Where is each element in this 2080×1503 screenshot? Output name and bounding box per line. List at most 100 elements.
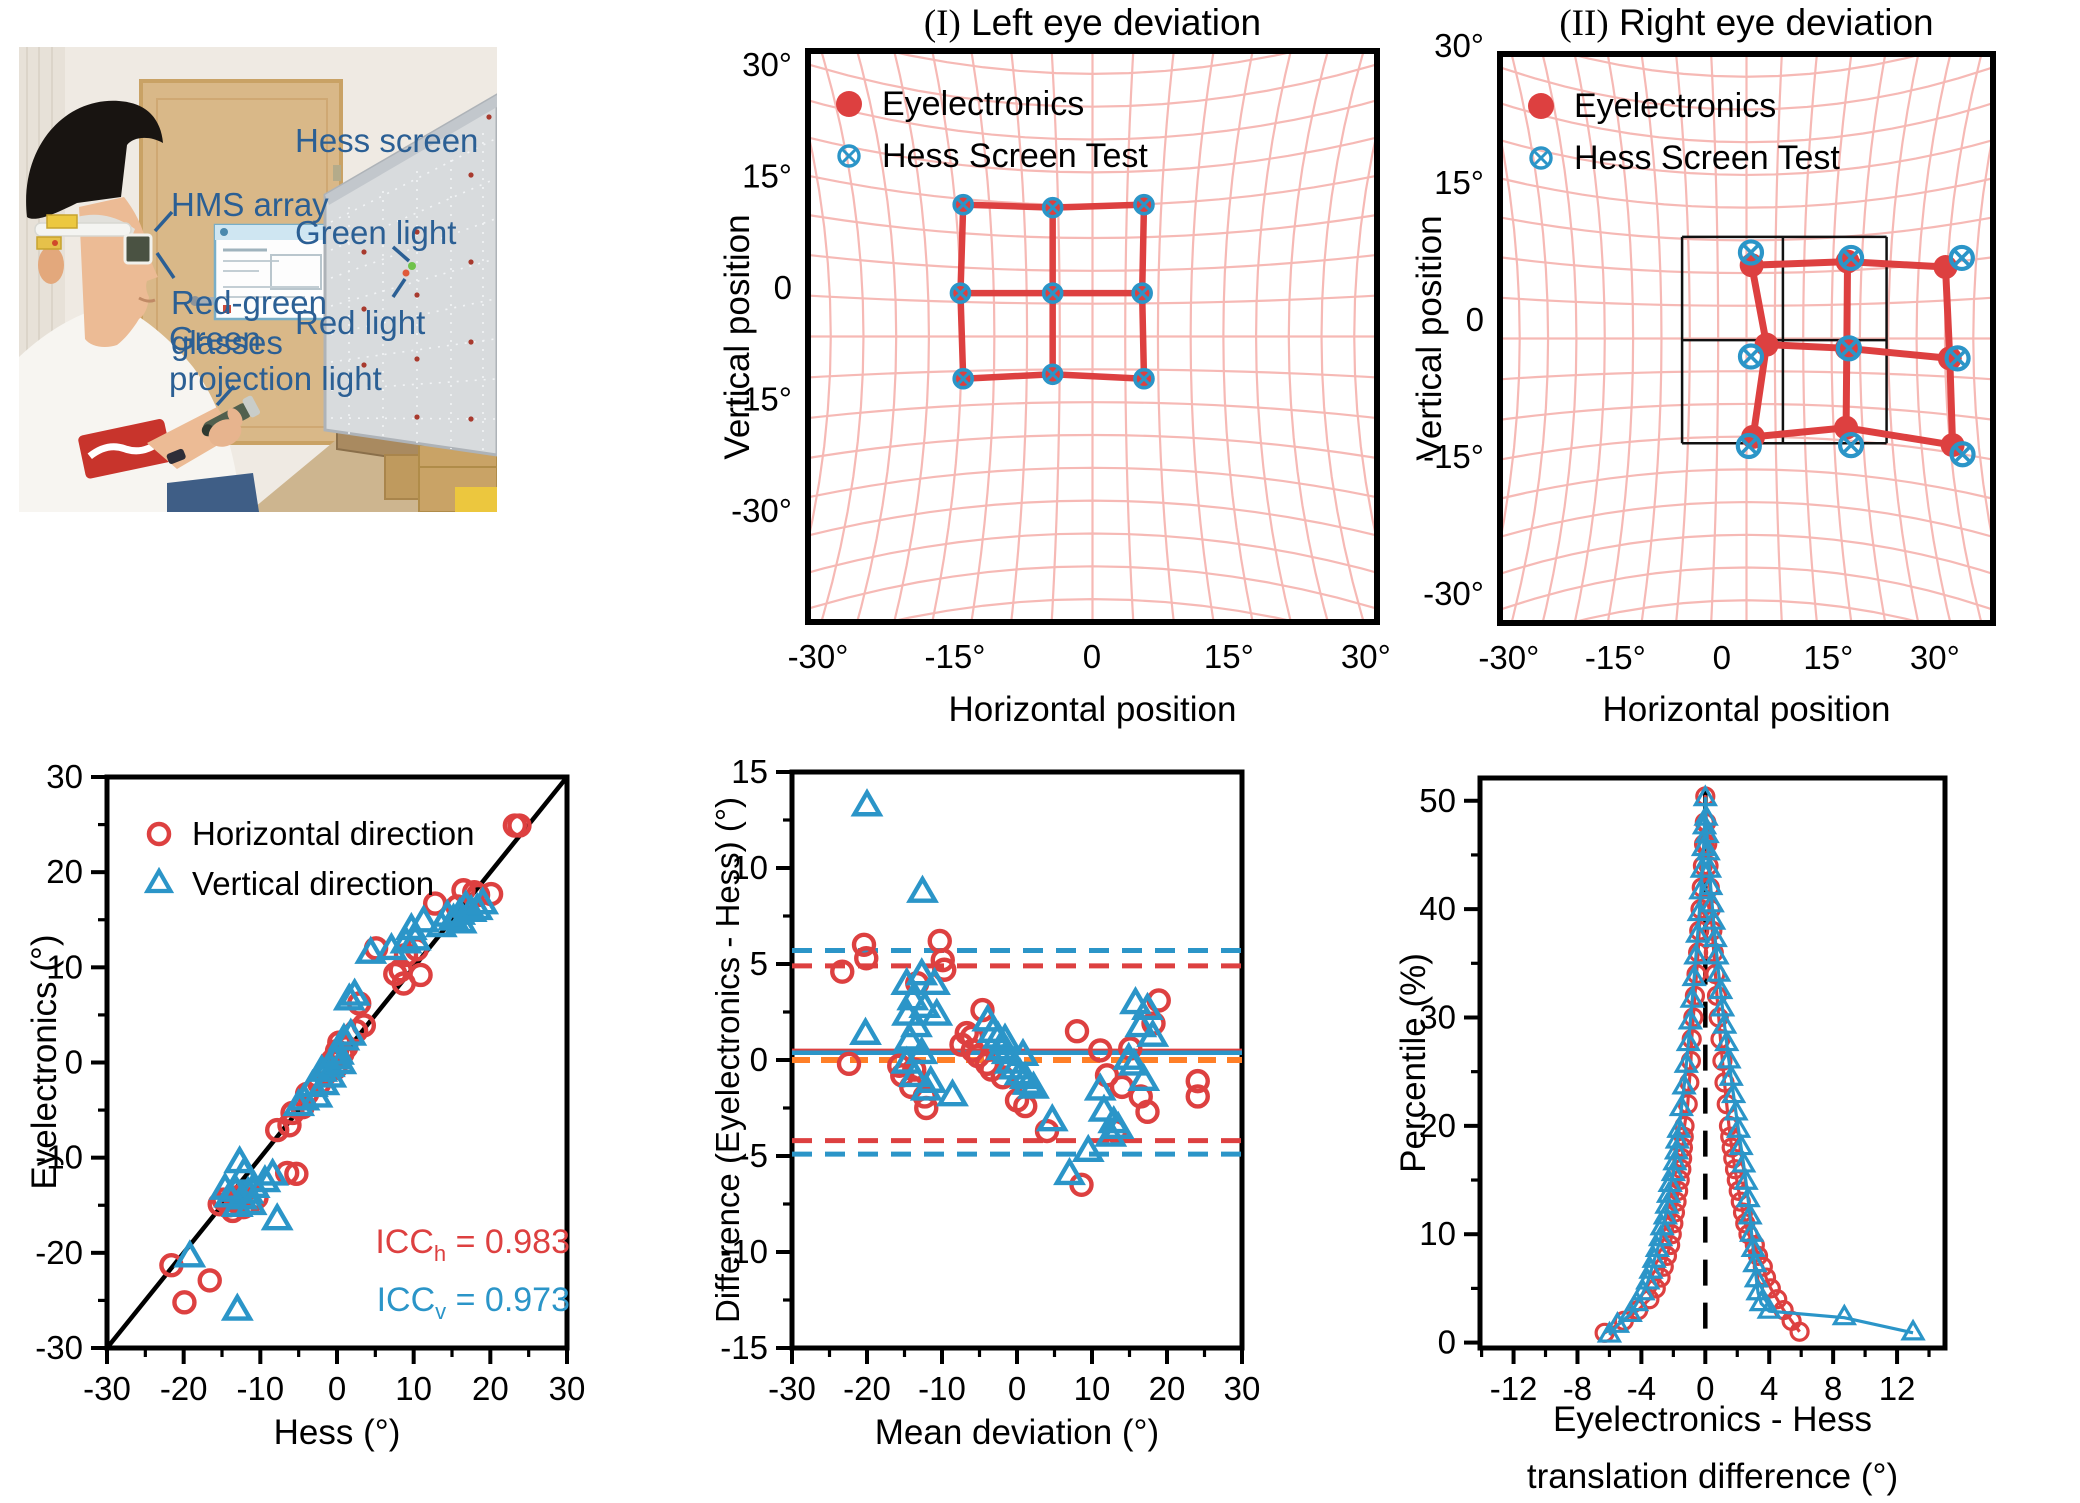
svg-text:-10: -10 <box>236 1370 284 1407</box>
svg-text:50: 50 <box>1419 782 1456 819</box>
svg-text:30°: 30° <box>742 46 792 83</box>
filled-circle-icon <box>836 91 862 117</box>
svg-text:15°: 15° <box>742 157 792 194</box>
right-eye-chart: -30° -15° 0 15° 30° 30° 15° 0 -15° -30° <box>1423 27 1996 676</box>
photo-scene <box>19 47 497 512</box>
green-light-dot <box>408 262 416 270</box>
svg-text:0: 0 <box>328 1370 346 1407</box>
y-axis-title: Percentile (%) <box>1394 953 1433 1173</box>
svg-text:8: 8 <box>1824 1370 1842 1407</box>
svg-text:0: 0 <box>750 1041 768 1078</box>
hair <box>26 100 164 219</box>
crossed-circle-icon <box>1529 146 1553 170</box>
svg-text:0: 0 <box>1466 301 1484 338</box>
svg-text:-8: -8 <box>1563 1370 1592 1407</box>
label-green-projection-light: Green projection light <box>169 320 382 398</box>
hms-glasses <box>34 214 153 265</box>
svg-text:15: 15 <box>731 753 768 790</box>
svg-text:20: 20 <box>1419 1107 1456 1144</box>
crossed-circle-icon <box>837 144 861 168</box>
correlation-chart: -30 -20 -10 0 10 20 30 30 20 10 0 -10 -20 -30 <box>35 758 586 1407</box>
icc-vertical: ICCv = 0.973 <box>376 1280 570 1324</box>
svg-text:-5: -5 <box>739 1137 768 1174</box>
svg-text:10: 10 <box>731 849 768 886</box>
cardboard-box <box>384 454 424 500</box>
jeans <box>167 473 259 512</box>
svg-text:-30: -30 <box>83 1370 131 1407</box>
svg-text:30: 30 <box>46 758 83 795</box>
svg-text:-20: -20 <box>843 1370 891 1407</box>
svg-text:-15°: -15° <box>1585 639 1646 676</box>
svg-text:0: 0 <box>1008 1370 1026 1407</box>
svg-text:40: 40 <box>1419 890 1456 927</box>
legend-item-eyelectronics: Eyelectronics <box>1524 80 1840 132</box>
percentile-chart: -12 -8 -4 0 4 8 12 0 10 20 30 40 50 <box>1419 775 1948 1407</box>
legend-item-hess-screen-test: Hess Screen Test <box>1524 132 1840 184</box>
label-red-light: Red light <box>295 304 426 341</box>
label-green-light: Green light <box>295 214 457 251</box>
yellow-module <box>46 214 78 229</box>
svg-text:12: 12 <box>1879 1370 1916 1407</box>
svg-text:-15°: -15° <box>925 638 986 675</box>
leader-lines <box>153 210 411 407</box>
svg-text:-20: -20 <box>160 1370 208 1407</box>
legend: Horizontal direction Vertical direction <box>142 809 474 909</box>
svg-text:10: 10 <box>1419 1215 1456 1252</box>
red-light-dot <box>402 269 410 277</box>
panel-numeral: (II) <box>1559 3 1609 44</box>
icc-annotation: ICCh = 0.983 ICCv = 0.973 <box>270 1219 570 1335</box>
svg-text:15°: 15° <box>1803 639 1853 676</box>
open-circle-icon <box>146 821 172 847</box>
x-axis-title: Mean deviation (°) <box>874 1413 1160 1452</box>
svg-text:30: 30 <box>549 1370 586 1407</box>
svg-text:-15°: -15° <box>1423 438 1484 475</box>
bland-altman-panel: -30 -20 -10 0 10 20 30 15 10 5 0 -5 -10 -15 Mean devi… <box>700 745 1320 1503</box>
legend-item-vertical: Vertical direction <box>142 859 474 909</box>
svg-text:-30: -30 <box>768 1370 816 1407</box>
legend: Eyelectronics Hess Screen Test <box>1524 80 1840 184</box>
yellow-bin <box>455 487 497 512</box>
glasses-lens <box>123 233 153 265</box>
door-hinge-icon <box>333 165 341 181</box>
svg-text:15°: 15° <box>1434 164 1484 201</box>
hess-screen-board <box>323 93 497 457</box>
y-axis-title: Eyelectronics (°) <box>25 934 64 1190</box>
svg-text:-15: -15 <box>720 1329 768 1366</box>
panel-numeral: (I) <box>923 3 961 44</box>
svg-text:-12: -12 <box>1490 1370 1538 1407</box>
filled-circle-icon <box>1528 93 1554 119</box>
svg-text:0: 0 <box>1083 638 1101 675</box>
svg-text:15°: 15° <box>1204 638 1254 675</box>
x-axis-title: Horizontal position <box>948 690 1237 729</box>
setup-photo: Hess screen HMS array Red-green glasses … <box>19 47 497 512</box>
svg-text:0: 0 <box>65 1044 83 1081</box>
svg-text:-10: -10 <box>35 1139 83 1176</box>
y-axis-title: Difference (Eyelectronics - Hess) (°) <box>709 796 746 1324</box>
bland-altman-chart: -30 -20 -10 0 10 20 30 15 10 5 0 -5 -10 -15 <box>720 753 1260 1407</box>
svg-text:30°: 30° <box>1434 27 1484 64</box>
person <box>19 100 261 512</box>
svg-text:-30°: -30° <box>788 638 849 675</box>
hess-screen-dots <box>361 114 492 422</box>
legend-item-horizontal: Horizontal direction <box>142 809 474 859</box>
percentile-panel: -12 -8 -4 0 4 8 12 0 10 20 30 40 50 Eyelectronics - … <box>1390 745 2070 1503</box>
svg-text:20: 20 <box>1149 1370 1186 1407</box>
svg-text:0: 0 <box>1696 1370 1714 1407</box>
left-eye-chart: -30° -15° 0 15° 30° 30° 15° 0 -15° -30° <box>731 46 1390 675</box>
ear <box>38 246 64 284</box>
hand <box>208 419 242 447</box>
svg-text:-4: -4 <box>1627 1370 1656 1407</box>
legend: Eyelectronics Hess Screen Test <box>832 78 1148 182</box>
svg-text:10: 10 <box>1074 1370 1111 1407</box>
label-hess-screen: Hess screen <box>295 122 479 159</box>
watch <box>166 448 186 465</box>
svg-text:5: 5 <box>750 945 768 982</box>
svg-text:0: 0 <box>1438 1324 1456 1361</box>
logo <box>78 419 172 479</box>
svg-text:-30: -30 <box>35 1329 83 1366</box>
svg-text:-30°: -30° <box>1478 639 1539 676</box>
y-axis-title: Vertical position <box>1410 215 1449 461</box>
svg-text:10: 10 <box>46 948 83 985</box>
mouth <box>138 296 156 303</box>
